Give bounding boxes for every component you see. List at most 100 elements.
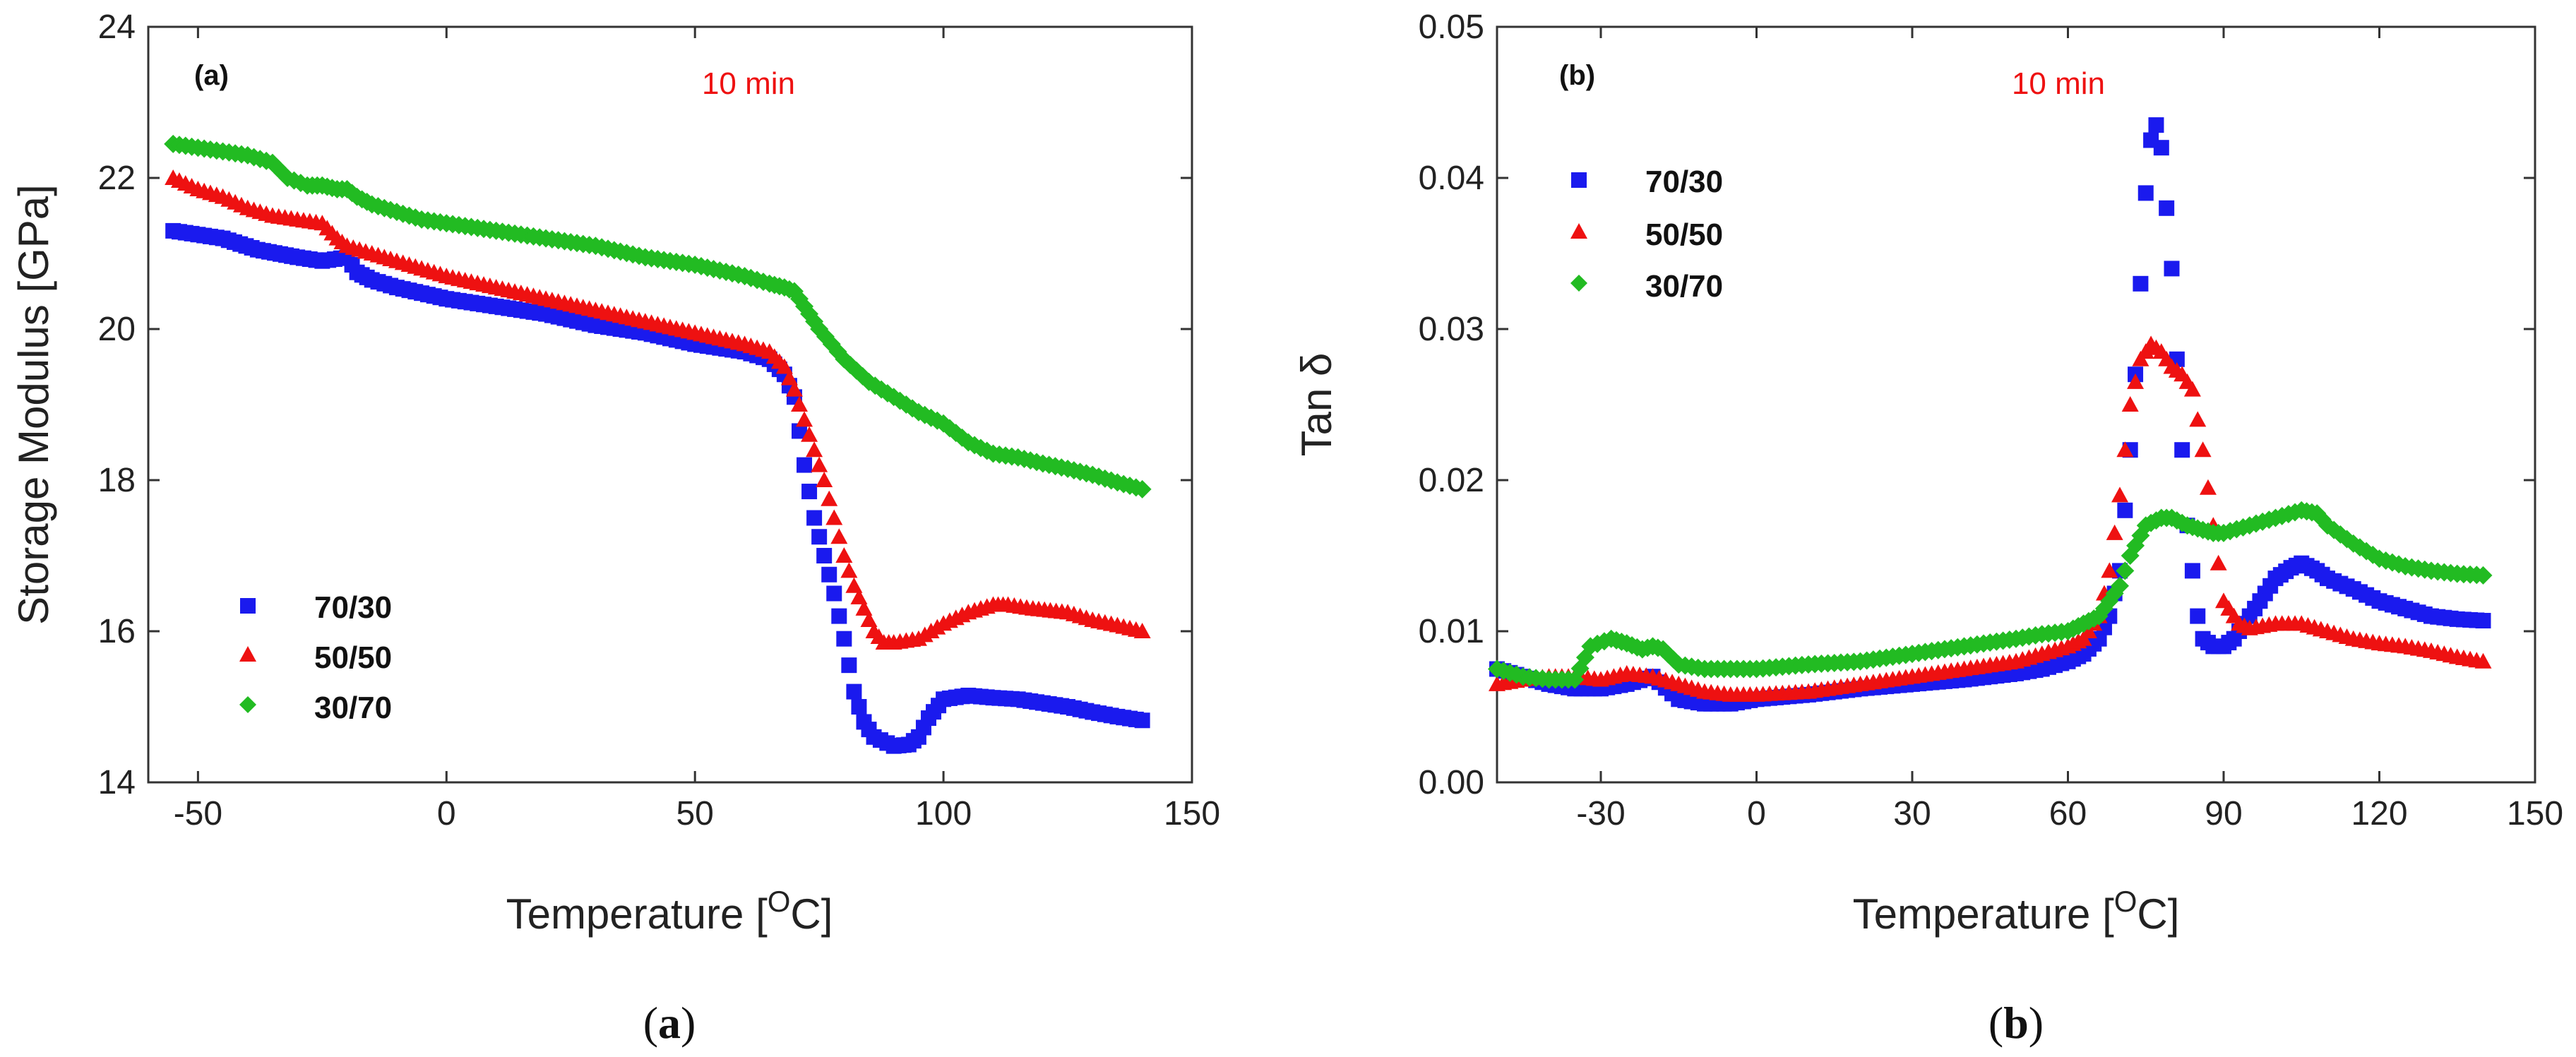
legend-marker-50-50 [239, 646, 256, 662]
data-point-50-50-101 [780, 369, 798, 386]
series-70-30 [165, 222, 1150, 754]
data-point-70-30-112 [2184, 563, 2200, 579]
legend: 70/30 50/50 30/70 [1570, 165, 1723, 304]
data-point-30-70-161 [1133, 479, 1152, 498]
data-point-70-30-108 [811, 529, 828, 545]
data-point-70-30-110 [821, 566, 837, 583]
series-50-50 [165, 169, 1151, 650]
data-point-50-50-101 [2127, 373, 2145, 389]
legend-label-30-70: 30/70 [314, 691, 392, 725]
data-point-50-50-114 [845, 577, 863, 593]
data-point-50-50-110 [825, 509, 843, 525]
data-point-50-50-113 [840, 562, 858, 578]
data-point-70-30-116 [851, 699, 867, 715]
data-point-70-30-104 [791, 423, 807, 439]
duration-annotation: 10 min [702, 66, 795, 101]
data-point-50-50-98 [2111, 486, 2128, 503]
data-point-50-50-117 [860, 611, 878, 627]
data-point-50-50-104 [796, 411, 813, 427]
caption-close: ) [2029, 998, 2044, 1048]
data-point-50-50-106 [806, 441, 823, 458]
data-point-50-50-115 [2199, 479, 2217, 495]
data-point-50-50-117 [2210, 554, 2227, 571]
panel-caption: (b) [1988, 998, 2044, 1048]
x-tick-label: 90 [2205, 795, 2242, 832]
data-point-50-50-113 [2189, 411, 2207, 427]
data-series [1488, 117, 2493, 712]
x-axis-title-superscript: O [2114, 885, 2137, 918]
data-point-70-30-113 [836, 631, 852, 647]
data-point-70-30-113 [2190, 608, 2206, 624]
x-tick-label: 50 [676, 795, 713, 832]
x-axis-title-main: Temperature [ [1853, 890, 2114, 938]
data-point-50-50-112 [835, 547, 853, 563]
legend-marker-50-50 [1570, 223, 1587, 239]
panel-a: -50 0 50 100 150 14 16 18 20 22 24 (a) 10 min 70/3… [10, 8, 1220, 1048]
y-tick-label: 22 [98, 160, 136, 197]
data-point-50-50-159 [2474, 652, 2492, 669]
x-tick-label: 60 [2049, 795, 2087, 832]
legend-label-30-70: 30/70 [1645, 269, 1723, 304]
data-point-50-50-163 [1133, 623, 1151, 638]
x-axis-title-superscript: O [768, 885, 791, 918]
duration-annotation: 10 min [2012, 66, 2105, 101]
x-tick-label: 30 [1893, 795, 1931, 832]
x-tick-label: 150 [1164, 795, 1220, 832]
legend-label-50-50: 50/50 [1645, 217, 1723, 252]
data-point-50-50-96 [2101, 562, 2118, 578]
y-axis-title: Tan δ [1293, 353, 1340, 457]
x-tick-label: 120 [2351, 795, 2407, 832]
x-axis-title-main: Temperature [ [506, 890, 768, 938]
plot-frame [1496, 25, 2536, 784]
x-tick-label: 0 [1747, 795, 1766, 832]
x-axis-title: Temperature [OC] [1853, 885, 2180, 938]
caption-close: ) [681, 998, 696, 1048]
caption-letter: a [658, 998, 681, 1048]
caption-open: ( [1988, 998, 2003, 1048]
y-tick-label: 0.01 [1419, 613, 1484, 650]
series-30-70 [164, 134, 1152, 498]
data-point-50-50-116 [855, 599, 873, 616]
y-tick-label: 16 [98, 613, 136, 650]
data-point-50-50-102 [785, 381, 803, 397]
x-tick-label: -50 [174, 795, 222, 832]
data-series [164, 134, 1152, 754]
data-point-70-30-108 [2164, 261, 2180, 277]
legend: 70/30 50/50 30/70 [239, 590, 392, 725]
y-tick-label: 0.04 [1419, 160, 1484, 197]
y-tick-label: 24 [98, 8, 136, 46]
legend-marker-30-70 [1570, 275, 1587, 292]
panel-caption: (a) [643, 998, 696, 1048]
data-point-50-50-99 [2116, 441, 2134, 458]
plot-frame [147, 25, 1193, 784]
data-point-50-50-100 [775, 358, 793, 374]
data-point-50-50-105 [801, 426, 818, 442]
data-point-70-30-99 [2117, 502, 2133, 518]
panel-label: (b) [1559, 60, 1595, 91]
data-point-50-50-103 [790, 396, 808, 412]
data-point-30-70-162 [2474, 566, 2493, 585]
data-point-50-50-111 [830, 528, 848, 544]
legend-label-70-30: 70/30 [1645, 165, 1723, 199]
data-point-70-30-105 [2148, 117, 2164, 133]
caption-letter: b [2003, 998, 2029, 1048]
data-point-70-30-114 [841, 657, 857, 674]
data-point-70-30-103 [2137, 185, 2154, 201]
data-point-70-30-102 [2133, 275, 2149, 292]
axis-ticks: -50 0 50 100 150 14 16 18 20 22 24 [98, 8, 1220, 832]
data-point-70-30-109 [816, 548, 833, 563]
data-point-50-50-107 [811, 456, 828, 472]
axis-ticks: -30 0 30 60 90 120 150 0.00 0.01 0.02 0.03 0.04 0.05 [1419, 8, 2563, 832]
panel-label: (a) [194, 60, 229, 91]
x-tick-label: 150 [2507, 795, 2563, 832]
x-axis-title: Temperature [OC] [506, 885, 833, 938]
data-point-70-30-107 [2159, 200, 2175, 216]
data-point-70-30-112 [831, 608, 847, 624]
data-point-30-70-101 [2111, 576, 2129, 595]
legend-marker-70-30 [240, 598, 256, 614]
series-30-70 [1488, 501, 2493, 689]
data-point-50-50-109 [821, 490, 838, 506]
y-tick-label: 0.02 [1419, 462, 1484, 499]
y-tick-label: 18 [98, 462, 136, 499]
